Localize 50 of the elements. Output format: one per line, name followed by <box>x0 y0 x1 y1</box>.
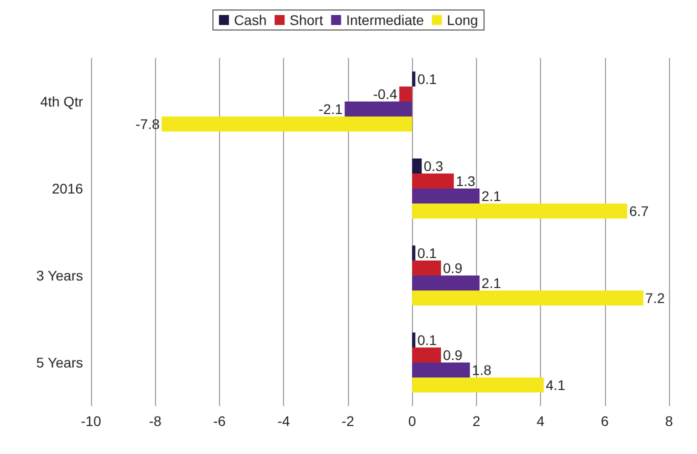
bar <box>344 102 412 116</box>
legend-label: Intermediate <box>346 12 424 28</box>
data-label: 7.2 <box>645 290 665 306</box>
data-label: 1.8 <box>472 362 492 378</box>
legend-label: Long <box>446 12 478 28</box>
data-label: 4.1 <box>546 377 566 393</box>
bar <box>412 204 628 218</box>
data-label: 0.1 <box>417 332 437 348</box>
y-tick-label: 5 Years <box>36 354 83 370</box>
x-tick-label: -8 <box>148 413 162 429</box>
x-tick-label: 2 <box>472 413 480 429</box>
x-tick-label: 8 <box>665 413 674 429</box>
bar <box>412 260 442 276</box>
data-label: -2.1 <box>318 101 343 117</box>
data-label: 0.9 <box>443 347 463 363</box>
bar <box>412 348 442 362</box>
bar <box>412 72 416 86</box>
data-label: 2.1 <box>482 188 502 204</box>
data-label: 0.1 <box>417 71 437 87</box>
y-tick-label: 3 Years <box>36 268 83 284</box>
data-label: -0.4 <box>373 86 398 102</box>
x-tick-label: 4 <box>536 413 545 429</box>
x-tick-label: -4 <box>277 413 290 429</box>
data-label: 0.1 <box>417 245 437 261</box>
data-label: 2.1 <box>482 275 502 291</box>
bar <box>399 86 412 102</box>
legend-label: Cash <box>234 12 267 28</box>
bar <box>412 378 544 392</box>
bar <box>412 174 454 188</box>
bar <box>412 188 480 204</box>
data-label: 0.9 <box>443 260 463 276</box>
y-tick-label: 2016 <box>52 180 84 196</box>
x-tick-label: -10 <box>80 413 102 429</box>
x-tick-label: 6 <box>600 413 609 429</box>
bar <box>412 362 470 378</box>
bar <box>412 158 422 174</box>
bar <box>162 116 412 132</box>
data-label: 1.3 <box>456 173 476 189</box>
bar <box>412 246 416 260</box>
legend-label: Short <box>290 12 324 28</box>
x-tick-label: 0 <box>408 413 416 429</box>
data-label: -7.8 <box>136 116 160 132</box>
data-label: 0.3 <box>424 158 444 174</box>
data-label: 6.7 <box>629 203 649 219</box>
x-tick-label: -6 <box>213 413 226 429</box>
x-tick-label: -2 <box>342 413 354 429</box>
y-tick-label: 4th Qtr <box>40 94 84 110</box>
bar <box>412 276 480 290</box>
bar <box>412 332 416 348</box>
bar <box>412 290 644 306</box>
